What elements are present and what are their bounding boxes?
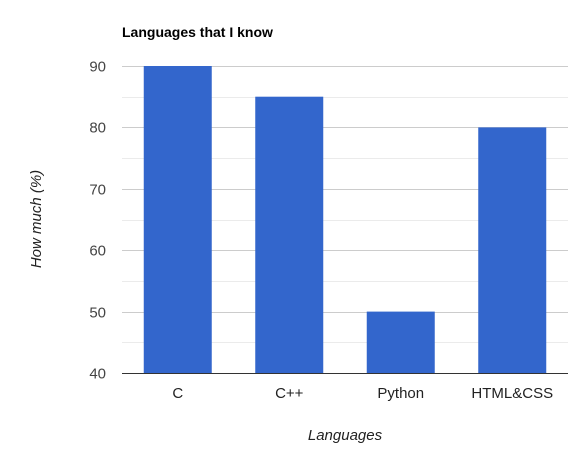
y-tick-labels: 40 50 60 70 80 90 [89,59,106,383]
y-tick-label: 70 [89,182,106,199]
y-tick-label: 90 [89,59,106,76]
bar-python [366,311,435,373]
x-tick-labels: C C++ Python HTML&CSS [172,385,553,402]
y-tick-label: 40 [89,366,106,383]
y-tick-label: 60 [89,243,106,260]
x-tick-label: C++ [275,385,304,402]
bar-c [143,66,212,373]
y-tick-label: 50 [89,305,106,322]
chart-title: Languages that I know [122,24,273,40]
x-axis-title: Languages [308,427,383,444]
bar-html-css [478,127,547,374]
bars [143,66,547,374]
bar-c- [255,96,324,373]
y-tick-label: 80 [89,120,106,137]
x-tick-label: C [172,385,183,402]
x-tick-label: Python [377,385,424,402]
y-axis-title: How much (%) [28,170,45,268]
x-tick-label: HTML&CSS [471,385,553,402]
